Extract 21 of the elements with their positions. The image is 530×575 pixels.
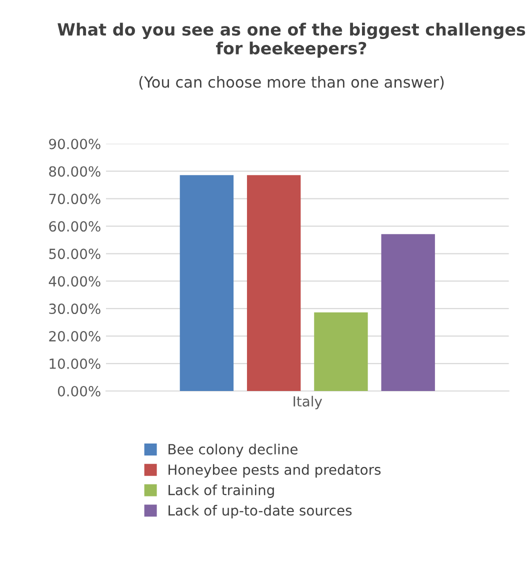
bar <box>314 312 368 391</box>
y-tick-label: 60.00% <box>49 221 100 232</box>
bar <box>246 175 301 391</box>
y-tick-label: 50.00% <box>49 248 100 260</box>
y-tick-label: 20.00% <box>49 331 100 342</box>
y-tick-label: 80.00% <box>49 166 100 177</box>
chart-subtitle: (You can choose more than one answer) <box>139 76 444 90</box>
x-tick-label: Italy <box>294 396 322 410</box>
y-tick-label: 90.00% <box>49 138 100 150</box>
y-tick-label: 10.00% <box>50 358 100 369</box>
y-tick-label: 70.00% <box>49 194 100 204</box>
bar <box>381 234 435 391</box>
y-tick-label: 0.00% <box>58 386 100 396</box>
bar <box>180 175 234 391</box>
legend-label: Bee colony decline <box>168 444 298 458</box>
y-tick-label: 30.00% <box>49 304 100 314</box>
legend-label: Lack of training <box>168 484 274 498</box>
y-tick-label: 40.00% <box>48 276 100 287</box>
chart-title: What do you see as one of the biggest challenges for beekeepers? <box>58 22 526 58</box>
legend-label: Lack of up-to-date sources <box>168 504 352 518</box>
legend-label: Honeybee pests and predators <box>168 464 381 478</box>
